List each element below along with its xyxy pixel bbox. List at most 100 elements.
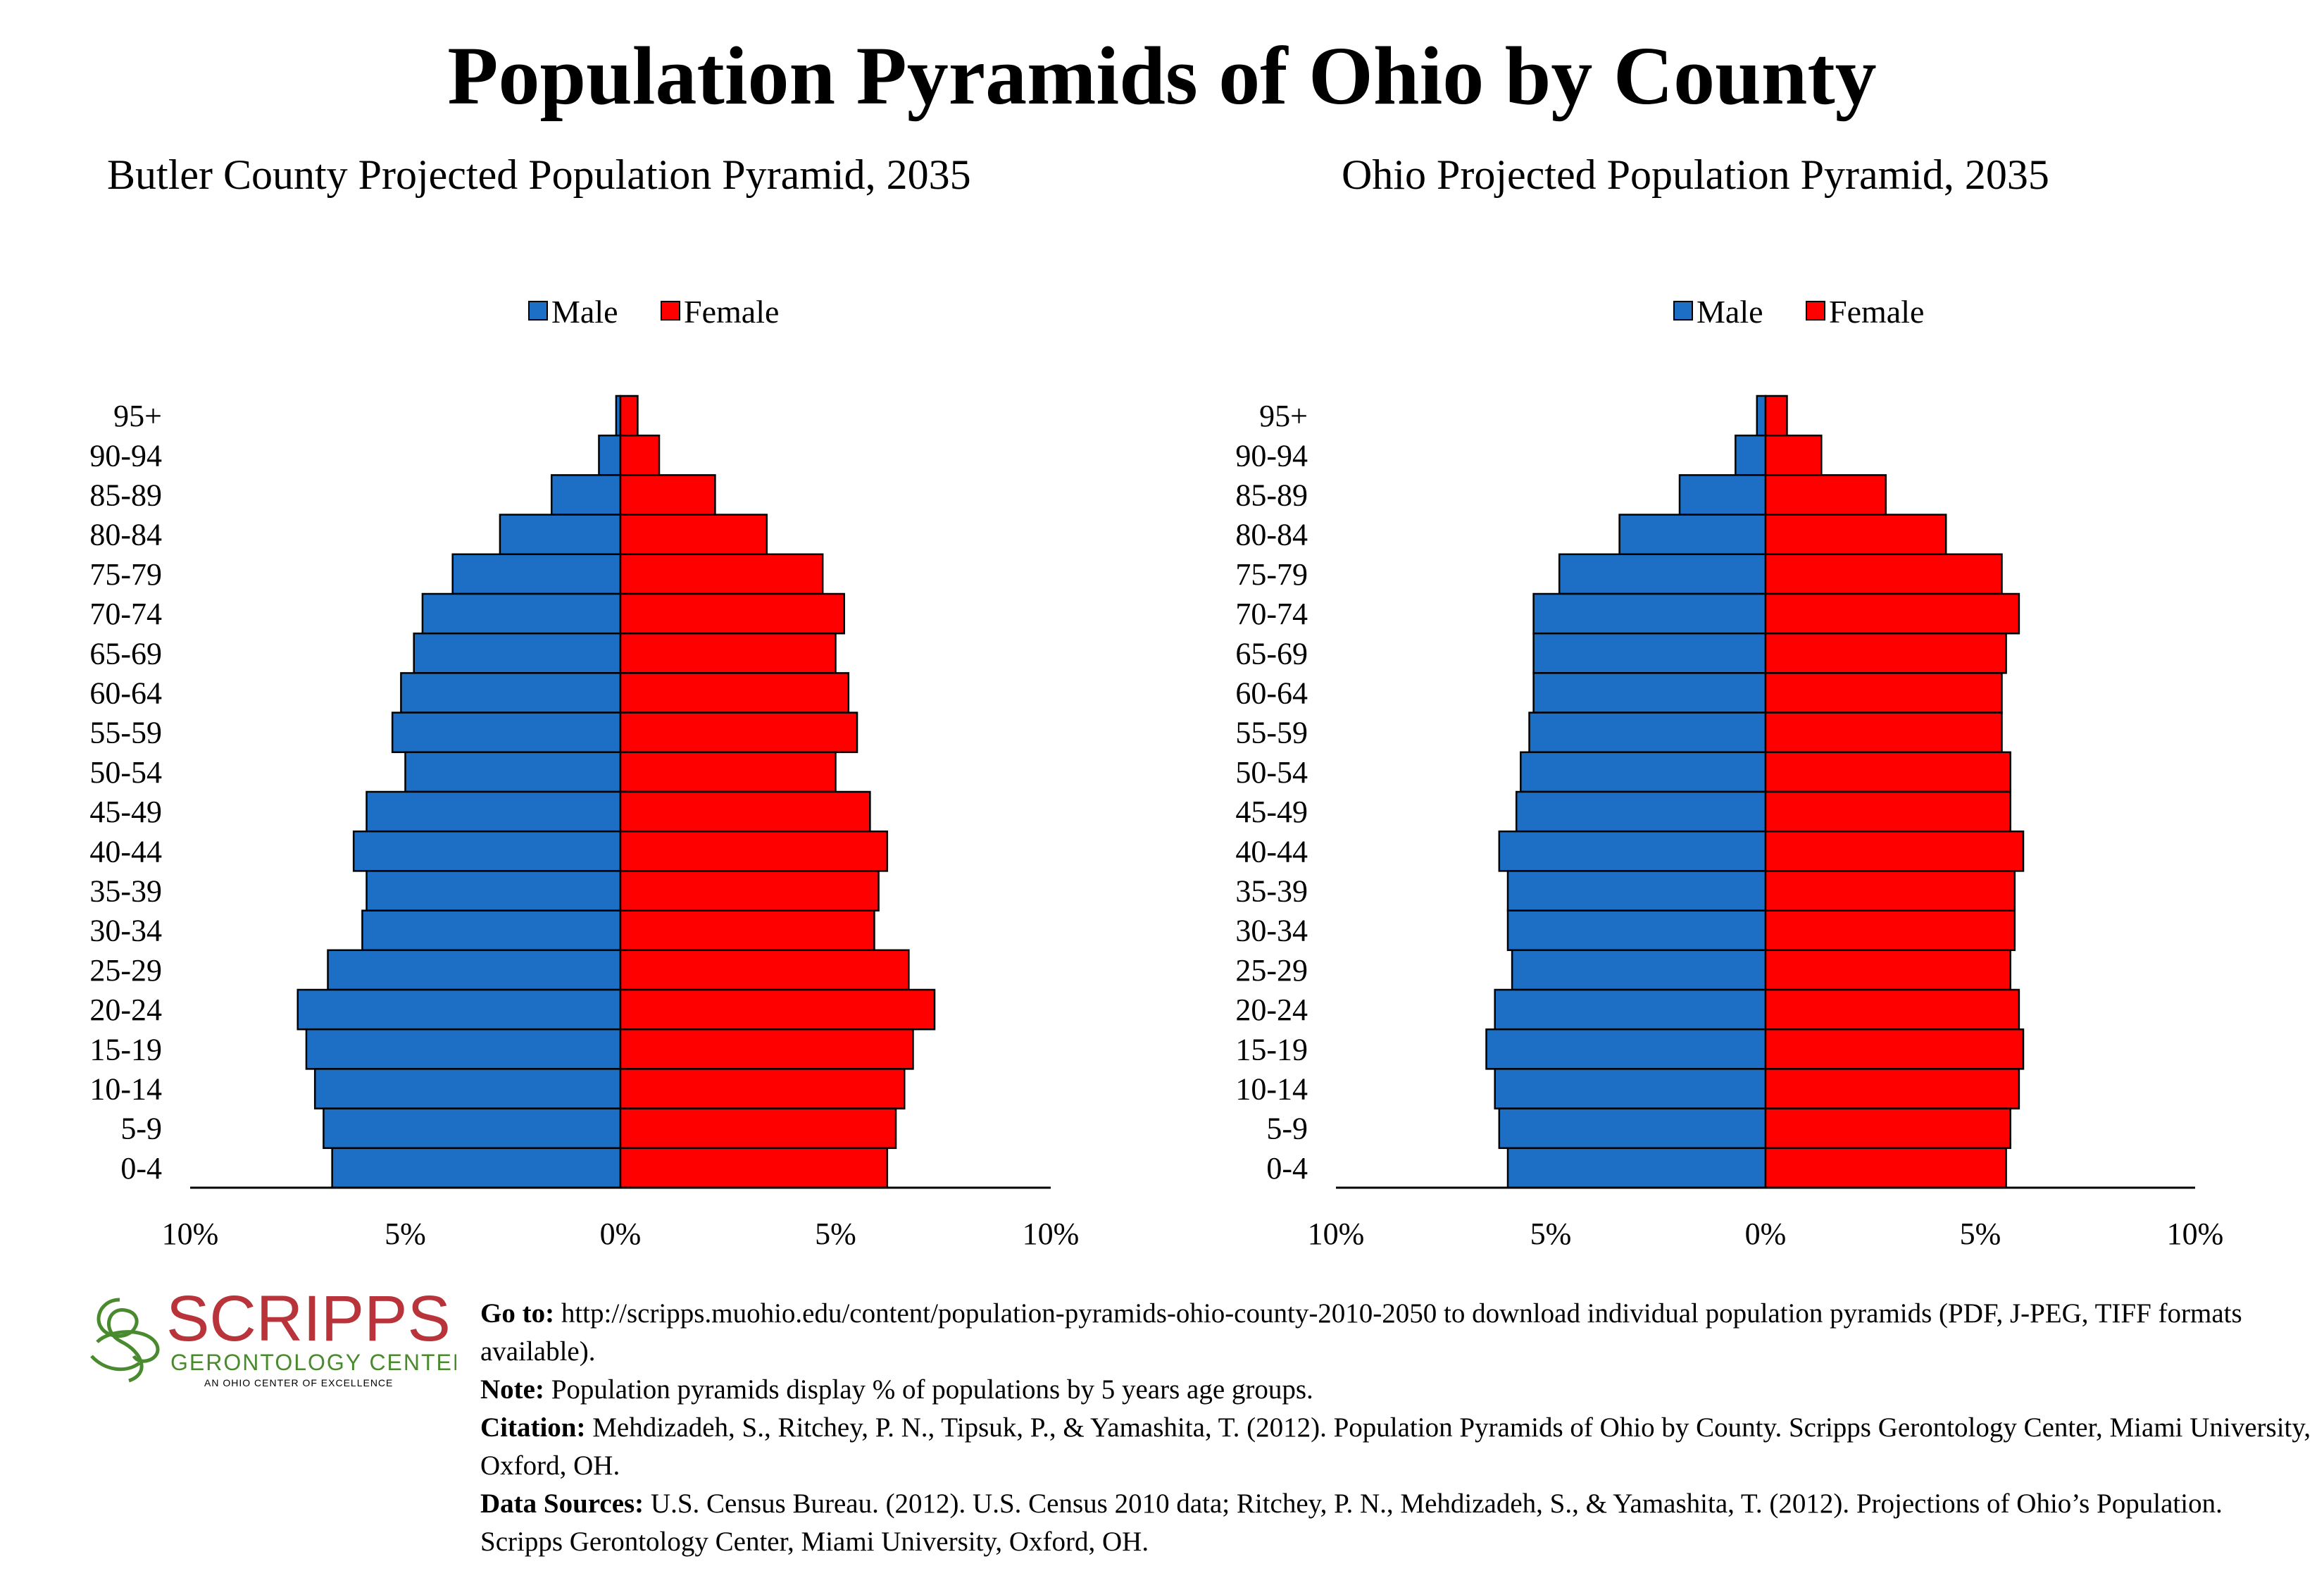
bar-male-70-74	[1532, 592, 1767, 635]
chart-title: Ohio Projected Population Pyramid, 2035	[1342, 151, 2049, 198]
category-label: 55-59	[1235, 716, 1308, 750]
legend-label-female: Female	[684, 294, 779, 330]
ohio-pyramid-chart: Ohio Projected Population Pyramid, 2035 M…	[1235, 151, 2224, 1251]
bar-male-65-69	[1532, 632, 1767, 674]
legend-label-male: Male	[551, 294, 618, 330]
citation-note: Citation: Mehdizadeh, S., Ritchey, P. N.…	[480, 1409, 2311, 1485]
goto-label: Go to:	[480, 1298, 555, 1329]
category-label: 85-89	[89, 478, 162, 513]
bar-male-95+	[1756, 394, 1767, 437]
bar-female-10-14	[619, 1068, 906, 1110]
x-tick-label: 10%	[1308, 1217, 1365, 1251]
bar-female-25-29	[1764, 949, 2011, 991]
bar-female-70-74	[619, 592, 845, 635]
category-label: 65-69	[1235, 636, 1308, 671]
category-label: 70-74	[1235, 597, 1308, 631]
category-label: 95+	[1259, 399, 1308, 433]
x-tick-label: 0%	[1745, 1217, 1787, 1251]
bar-male-10-14	[313, 1068, 622, 1110]
category-label: 10-14	[89, 1072, 162, 1107]
bar-female-95+	[1764, 394, 1788, 437]
bar-male-55-59	[1528, 711, 1767, 754]
bar-female-65-69	[1764, 632, 2007, 674]
bar-male-5-9	[1498, 1107, 1767, 1150]
bar-male-60-64	[1532, 672, 1767, 714]
legend-swatch-male	[1673, 301, 1693, 321]
bar-male-25-29	[327, 949, 622, 991]
bar-male-5-9	[323, 1107, 622, 1150]
category-label: 90-94	[1235, 438, 1308, 473]
bar-male-45-49	[1515, 790, 1767, 833]
bar-male-60-64	[400, 672, 622, 714]
x-tick-label: 10%	[1023, 1217, 1080, 1251]
bar-female-15-19	[619, 1028, 914, 1070]
x-tick-label: 5%	[1530, 1217, 1572, 1251]
category-label: 70-74	[89, 597, 162, 631]
legend-label-male: Male	[1697, 294, 1763, 330]
category-label: 60-64	[1235, 676, 1308, 711]
bar-female-40-44	[619, 830, 889, 872]
bar-male-15-19	[1485, 1028, 1767, 1070]
category-label: 75-79	[89, 557, 162, 592]
bar-male-50-54	[404, 751, 622, 793]
bar-male-40-44	[1498, 830, 1767, 872]
x-tick-label: 5%	[385, 1217, 426, 1251]
bar-female-60-64	[619, 672, 850, 714]
bar-female-45-49	[1764, 790, 2011, 833]
bar-male-70-74	[421, 592, 622, 635]
bar-female-65-69	[619, 632, 837, 674]
bar-female-40-44	[1764, 830, 2025, 872]
category-label: 35-39	[1235, 874, 1308, 909]
bar-female-50-54	[619, 751, 837, 793]
bar-male-25-29	[1511, 949, 1767, 991]
page-title: Population Pyramids of Ohio by County	[447, 30, 1877, 122]
bar-male-10-14	[1494, 1068, 1767, 1110]
bar-male-35-39	[366, 870, 622, 912]
category-label: 85-89	[1235, 478, 1308, 513]
bar-male-50-54	[1520, 751, 1767, 793]
category-label: 30-34	[1235, 914, 1308, 948]
category-label: 45-49	[1235, 795, 1308, 829]
bar-male-80-84	[499, 514, 622, 556]
sources-text: U.S. Census Bureau. (2012). U.S. Census …	[480, 1488, 2223, 1557]
category-label: 15-19	[89, 1032, 162, 1067]
category-label: 10-14	[1235, 1072, 1308, 1107]
legend-swatch-female	[661, 301, 680, 321]
bar-female-90-94	[1764, 434, 1823, 476]
category-label: 15-19	[1235, 1032, 1308, 1067]
note-label: Note:	[480, 1374, 544, 1405]
scripps-logo: SCRIPPS GERONTOLOGY CENTER AN OHIO CENTE…	[90, 1286, 456, 1388]
bar-male-30-34	[1506, 909, 1767, 952]
goto-note: Go to: http://scripps.muohio.edu/content…	[480, 1295, 2311, 1371]
x-tick-label: 10%	[162, 1217, 219, 1251]
bar-female-55-59	[1764, 711, 2003, 754]
bar-female-20-24	[1764, 988, 2020, 1031]
category-label: 40-44	[1235, 834, 1308, 869]
x-tick-label: 0%	[600, 1217, 642, 1251]
x-tick-label: 10%	[2167, 1217, 2224, 1251]
category-label: 20-24	[1235, 993, 1308, 1027]
bar-female-95+	[619, 394, 639, 437]
bar-male-45-49	[366, 790, 622, 833]
bar-female-85-89	[619, 474, 716, 516]
bar-male-40-44	[352, 830, 622, 872]
category-label: 75-79	[1235, 557, 1308, 592]
category-label: 5-9	[120, 1112, 162, 1146]
bar-female-20-24	[619, 988, 936, 1031]
bar-female-30-34	[1764, 909, 2016, 952]
x-tick-label: 5%	[1960, 1217, 2001, 1251]
bar-female-0-4	[619, 1147, 889, 1189]
category-label: 50-54	[1235, 755, 1308, 790]
bar-male-75-79	[451, 553, 622, 595]
category-label: 95+	[113, 399, 162, 433]
bar-male-20-24	[1494, 988, 1767, 1031]
category-label: 25-29	[1235, 953, 1308, 988]
bar-male-80-84	[1618, 514, 1767, 556]
bar-female-30-34	[619, 909, 875, 952]
bar-male-90-94	[598, 434, 622, 476]
x-tick-label: 5%	[815, 1217, 856, 1251]
bar-male-0-4	[1506, 1147, 1767, 1189]
notes-block: Go to: http://scripps.muohio.edu/content…	[480, 1295, 2311, 1561]
bar-female-50-54	[1764, 751, 2011, 793]
category-label: 60-64	[89, 676, 162, 711]
